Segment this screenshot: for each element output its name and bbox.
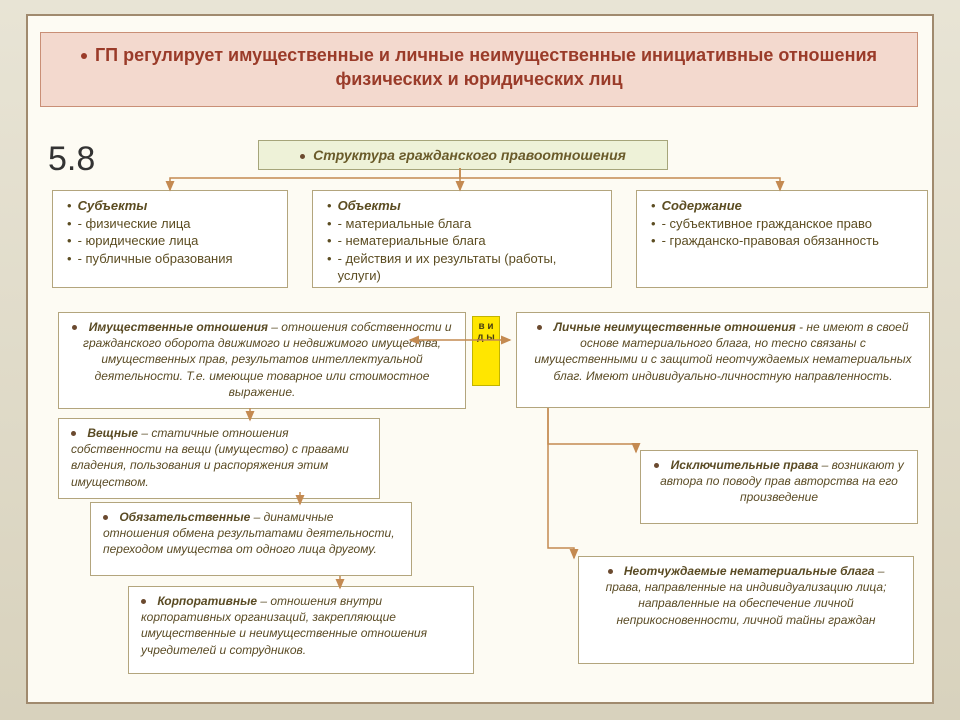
box-exclusive-rights: Исключительные права – возникают у автор…	[640, 450, 918, 524]
header-box: ГП регулирует имущественные и личные неи…	[40, 32, 918, 107]
yellow-tab-kinds: в и д ы	[472, 316, 500, 386]
box-corporate: Корпоративные – отношения внутри корпора…	[128, 586, 474, 674]
bullet-icon	[81, 53, 87, 59]
structure-title-box: Структура гражданского правоотношения	[258, 140, 668, 170]
bullet-icon	[300, 154, 305, 159]
box-real-rights: Вещные – статичные отношения собственнос…	[58, 418, 380, 499]
column-subjects: Субъекты- физические лица- юридические л…	[52, 190, 288, 288]
column-objects: Объекты- материальные блага- нематериаль…	[312, 190, 612, 288]
structure-title: Структура гражданского правоотношения	[313, 147, 626, 163]
header-content: ГП регулирует имущественные и личные неи…	[95, 45, 877, 89]
column-content: Содержание- субъективное гражданское пра…	[636, 190, 928, 288]
box-personal-nonproperty: Личные неимущественные отношения - не им…	[516, 312, 930, 408]
box-property-relations: Имущественные отношения – отношения собс…	[58, 312, 466, 409]
box-inalienable-goods: Неотчуждаемые нематериальные блага – пра…	[578, 556, 914, 664]
yellow-tab-text: в и д ы	[477, 321, 495, 343]
box-obligations: Обязательственные – динамичные отношения…	[90, 502, 412, 576]
section-number: 5.8	[48, 140, 95, 179]
header-text: ГП регулирует имущественные и личные неи…	[71, 43, 887, 92]
